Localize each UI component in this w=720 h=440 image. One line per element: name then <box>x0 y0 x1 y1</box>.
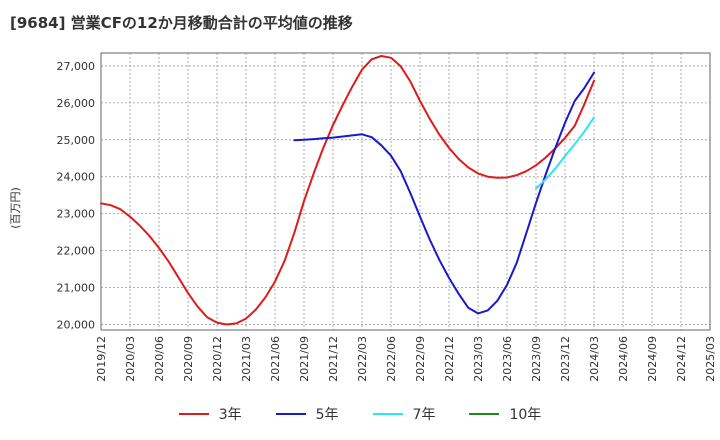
y-tick-label: 27,000 <box>57 60 96 73</box>
plot-frame <box>100 52 711 331</box>
legend-item: 7年 <box>372 404 436 424</box>
x-tick-label: 2024/12 <box>675 336 688 382</box>
y-tick-label: 25,000 <box>57 134 96 147</box>
x-tick-label: 2020/09 <box>182 336 195 382</box>
x-tick-label: 2020/03 <box>124 336 137 382</box>
x-tick-label: 2022/12 <box>443 336 456 382</box>
y-tick-label: 26,000 <box>57 97 96 110</box>
y-tick-label: 22,000 <box>57 245 96 258</box>
legend-swatch <box>469 413 500 415</box>
x-tick-label: 2024/06 <box>617 336 630 382</box>
x-tick-label: 2021/12 <box>327 336 340 382</box>
x-tick-label: 2019/12 <box>95 336 108 382</box>
legend-label: 7年 <box>412 407 436 423</box>
x-tick-label: 2020/06 <box>153 336 166 382</box>
legend-swatch <box>178 413 209 415</box>
x-tick-label: 2024/03 <box>588 336 601 382</box>
x-tick-label: 2023/03 <box>472 336 485 382</box>
legend: 3年 5年 7年 10年 <box>0 404 720 424</box>
legend-item: 5年 <box>275 404 339 424</box>
x-tick-label: 2020/12 <box>211 336 224 382</box>
x-tick-label: 2023/06 <box>501 336 514 382</box>
legend-label: 5年 <box>315 407 339 423</box>
legend-item: 3年 <box>178 404 242 424</box>
y-tick-label: 21,000 <box>57 282 96 295</box>
legend-label: 3年 <box>218 407 242 423</box>
legend-label: 10年 <box>509 407 542 423</box>
x-tick-label: 2021/09 <box>298 336 311 382</box>
plot-area <box>101 53 710 330</box>
x-tick-label: 2023/12 <box>559 336 572 382</box>
x-tick-label: 2022/03 <box>356 336 369 382</box>
x-tick-label: 2021/06 <box>269 336 282 382</box>
y-tick-label: 24,000 <box>57 171 96 184</box>
series-line-7年 <box>535 116 595 190</box>
y-tick-label: 23,000 <box>57 208 96 221</box>
chart-title: [9684] 営業CFの12か月移動合計の平均値の推移 <box>10 14 353 32</box>
legend-item: 10年 <box>469 404 541 424</box>
series-line-3年 <box>100 55 595 326</box>
series-line-5年 <box>293 71 595 315</box>
x-tick-label: 2022/09 <box>414 336 427 382</box>
x-tick-label: 2022/06 <box>385 336 398 382</box>
x-tick-label: 2023/09 <box>530 336 543 382</box>
x-tick-label: 2025/03 <box>704 336 717 382</box>
legend-swatch <box>275 413 306 415</box>
legend-swatch <box>372 413 403 415</box>
x-tick-label: 2021/03 <box>240 336 253 382</box>
y-tick-label: 20,000 <box>57 318 96 331</box>
x-tick-label: 2024/09 <box>646 336 659 382</box>
